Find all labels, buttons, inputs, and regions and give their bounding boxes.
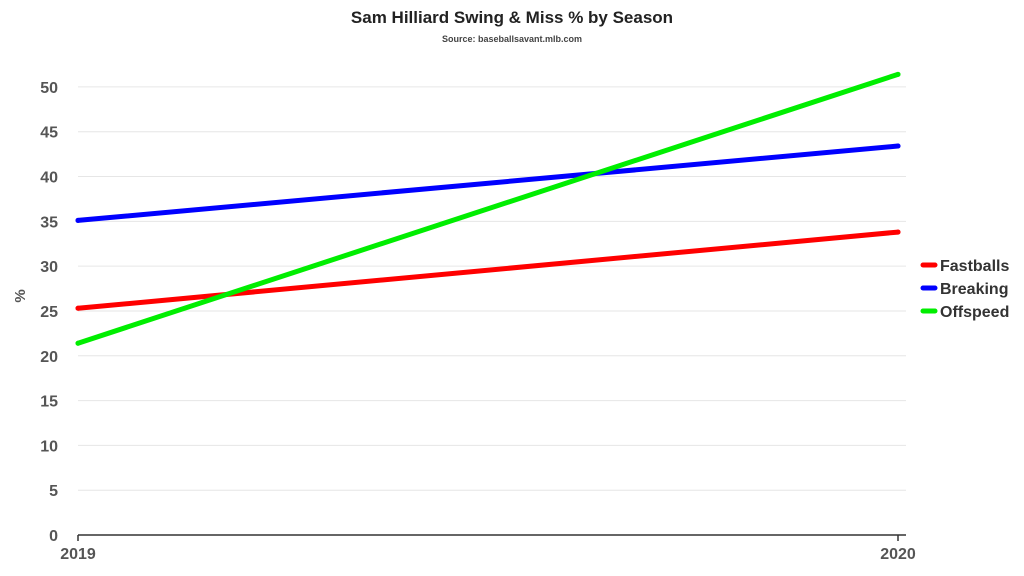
y-tick-label: 45 <box>40 125 58 142</box>
series-line-fastballs <box>75 229 901 311</box>
x-tick-labels: 2019 2020 <box>60 546 916 563</box>
data-point-breaking <box>895 143 901 149</box>
y-tick-label: 10 <box>40 438 58 455</box>
gridlines <box>78 86 906 491</box>
data-point-offspeed <box>895 71 901 77</box>
chart-subtitle: Source: baseballsavant.mlb.com <box>441 34 583 44</box>
x-tick-label: 2019 <box>60 546 96 563</box>
legend-label-fastballs: Fastballs <box>940 258 1009 275</box>
chart-title: Sam Hilliard Swing & Miss % by Season <box>350 8 674 27</box>
y-axis-label: % <box>12 289 29 302</box>
y-tick-label: 50 <box>40 80 58 97</box>
series-line-offspeed <box>75 71 901 346</box>
series-lines <box>75 71 901 346</box>
y-tick-labels: 0 5 10 15 20 25 30 35 40 45 50 <box>40 80 58 545</box>
y-tick-label: 25 <box>40 304 58 321</box>
legend-label-breaking: Breaking <box>940 281 1008 298</box>
data-point-fastballs <box>75 305 81 311</box>
data-point-breaking <box>75 217 81 223</box>
axes <box>77 534 906 541</box>
legend[interactable]: Fastballs Breaking Offspeed <box>920 258 1009 321</box>
y-tick-label: 15 <box>40 394 58 411</box>
series-line-breaking <box>75 143 901 223</box>
y-tick-label: 20 <box>40 349 58 366</box>
y-tick-label: 5 <box>49 483 58 500</box>
y-tick-label: 35 <box>40 214 58 231</box>
y-tick-label: 40 <box>40 170 58 187</box>
legend-label-offspeed: Offspeed <box>940 304 1009 321</box>
x-tick-label: 2020 <box>880 546 916 563</box>
data-point-offspeed <box>75 340 81 346</box>
y-tick-label: 0 <box>49 528 58 545</box>
data-point-fastballs <box>895 229 901 235</box>
y-tick-label: 30 <box>40 259 58 276</box>
